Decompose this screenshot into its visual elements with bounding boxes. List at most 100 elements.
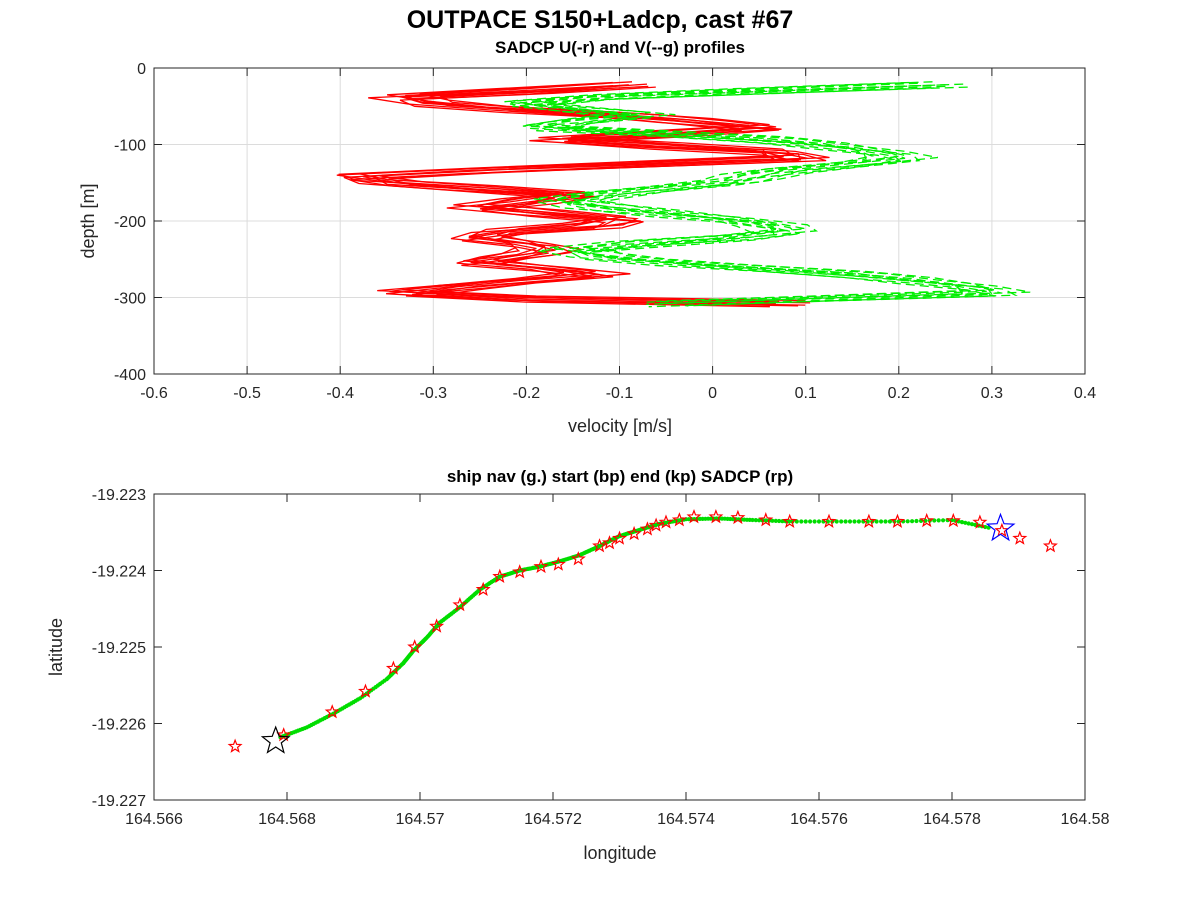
sadcp-point-star xyxy=(994,522,1010,538)
velocity-x-axis-label: velocity [m/s] xyxy=(568,416,672,436)
sadcp-point-star xyxy=(385,660,401,675)
velocity-x-tick-label: 0.1 xyxy=(795,385,817,402)
sadcp-point-star xyxy=(324,704,340,719)
ship-nav-point xyxy=(750,517,755,523)
ship-nav-point xyxy=(910,519,915,524)
ship-nav-point xyxy=(787,519,792,524)
velocity-y-tick-label: -200 xyxy=(114,214,146,231)
velocity-x-tick-label: -0.6 xyxy=(140,385,168,402)
ship-nav-point xyxy=(753,518,758,523)
velocity-y-tick-label: -300 xyxy=(114,291,146,308)
ship-nav-point xyxy=(780,519,785,524)
ship-nav-x-tick-label: 164.566 xyxy=(125,811,183,828)
ship-nav-point xyxy=(941,518,946,523)
sadcp-point-star xyxy=(407,639,423,654)
ship-nav-x-tick-label: 164.57 xyxy=(396,811,445,828)
sadcp-point-star xyxy=(658,514,674,529)
ship-nav-point xyxy=(834,519,839,524)
ship-nav-point xyxy=(847,519,853,524)
ship-nav-point xyxy=(879,519,884,524)
sadcp-point-star xyxy=(512,564,528,579)
sadcp-point-star xyxy=(972,514,988,529)
sadcp-point-star xyxy=(227,738,243,753)
velocity-y-tick-label: -400 xyxy=(114,367,146,384)
sadcp-point-star xyxy=(686,509,702,524)
sadcp-point-star xyxy=(945,512,961,528)
ship-nav-point xyxy=(932,518,937,523)
ship-nav-point xyxy=(777,518,782,524)
u-velocity-profile-line xyxy=(350,87,800,308)
sadcp-point-star xyxy=(671,512,687,527)
sadcp-point-star xyxy=(492,568,508,583)
ship-nav-y-axis-label: latitude xyxy=(46,618,66,676)
velocity-y-axis-label: depth [m] xyxy=(78,183,98,258)
ship-nav-plot-ticks: 164.566 164.568 164.57 164.572 164.574 164.57… xyxy=(92,487,1110,828)
sadcp-point-star xyxy=(889,513,906,529)
v-velocity-profile-line xyxy=(551,86,1018,307)
ship-nav-x-axis-label: longitude xyxy=(583,843,656,863)
ship-nav-point xyxy=(856,519,862,524)
ship-nav-point xyxy=(959,520,965,525)
ship-nav-point xyxy=(874,519,879,524)
end-point-star xyxy=(260,725,291,754)
v-velocity-profile-line xyxy=(543,83,1031,304)
ship-nav-point xyxy=(839,519,844,524)
sadcp-point-star xyxy=(601,535,618,550)
ship-nav-plot-series xyxy=(227,509,1058,754)
ship-nav-x-tick-label: 164.576 xyxy=(790,811,848,828)
sadcp-point-star xyxy=(357,683,374,698)
sadcp-point-star xyxy=(758,512,774,527)
sadcp-point-star xyxy=(592,538,608,553)
ship-nav-point xyxy=(905,519,910,524)
ship-nav-x-tick-label: 164.574 xyxy=(657,811,715,828)
sadcp-point-star xyxy=(533,558,549,574)
ship-nav-point xyxy=(770,518,775,523)
ship-nav-point xyxy=(936,518,941,523)
velocity-plot-title: SADCP U(-r) and V(--g) profiles xyxy=(495,38,745,57)
ship-nav-point xyxy=(963,520,968,525)
v-velocity-profile-line xyxy=(524,84,1001,305)
sadcp-point-star xyxy=(550,556,566,571)
ship-nav-x-tick-label: 164.58 xyxy=(1061,811,1110,828)
ship-nav-point xyxy=(914,518,919,524)
velocity-y-tick-label: -100 xyxy=(114,138,146,155)
sadcp-point-star xyxy=(475,581,491,596)
ship-nav-point xyxy=(803,519,808,524)
ship-nav-y-tick-label: -19.226 xyxy=(92,717,146,734)
ship-nav-point xyxy=(852,519,857,524)
sadcp-point-star xyxy=(1012,530,1028,545)
velocity-x-tick-label: -0.3 xyxy=(420,385,448,402)
start-point-star xyxy=(985,512,1016,542)
sadcp-point-star xyxy=(782,513,798,529)
ship-nav-point xyxy=(969,522,975,527)
ship-nav-point xyxy=(773,518,778,524)
sadcp-point-star xyxy=(611,530,628,545)
sadcp-point-star xyxy=(276,727,292,742)
sadcp-point-star xyxy=(861,513,877,529)
sadcp-point-star xyxy=(452,596,468,612)
velocity-x-tick-label: 0.3 xyxy=(981,385,1003,402)
velocity-profile-plot: SADCP U(-r) and V(--g) profiles -0.6 -0.5… xyxy=(78,38,1096,436)
sadcp-point-star xyxy=(708,509,724,524)
ship-nav-point xyxy=(883,519,888,524)
v-velocity-profile-line xyxy=(546,85,994,306)
ship-nav-point xyxy=(843,519,848,524)
ship-nav-point xyxy=(816,519,822,524)
velocity-x-tick-label: -0.4 xyxy=(326,385,354,402)
v-velocity-profile-line xyxy=(531,81,995,302)
ship-nav-point xyxy=(794,519,799,524)
velocity-y-tick-label: 0 xyxy=(137,61,146,78)
sadcp-point-star xyxy=(639,521,655,536)
ship-nav-point xyxy=(763,518,768,523)
v-velocity-profile-line xyxy=(504,82,987,303)
ship-nav-point xyxy=(808,519,813,524)
v-velocity-profile-line xyxy=(512,81,964,302)
velocity-x-tick-label: 0.4 xyxy=(1074,385,1096,402)
ship-nav-plot-area xyxy=(154,494,1085,800)
sadcp-point-star xyxy=(626,525,642,541)
ship-nav-point xyxy=(887,519,893,524)
ship-nav-point xyxy=(757,518,762,523)
ship-nav-x-tick-label: 164.572 xyxy=(524,811,582,828)
velocity-x-tick-label: 0 xyxy=(708,385,717,402)
